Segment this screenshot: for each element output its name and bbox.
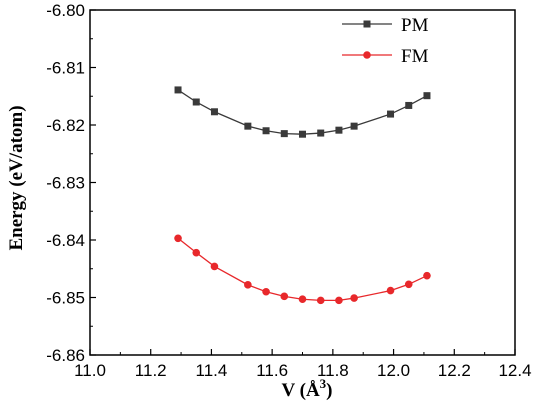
pm-data-point	[317, 129, 325, 137]
y-tick-label: -6.82	[46, 116, 85, 135]
pm-data-point	[405, 101, 413, 109]
pm-data-point	[280, 130, 288, 138]
pm-data-point	[192, 98, 200, 106]
x-tick-label: 11.8	[317, 361, 349, 380]
x-tick-label: 12.0	[377, 361, 410, 380]
fm-data-point	[350, 294, 358, 302]
fm-data-point	[192, 248, 201, 257]
pm-data-point	[174, 86, 182, 94]
y-tick-label: -6.85	[46, 289, 85, 308]
y-tick-label: -6.83	[46, 174, 85, 193]
fm-data-point	[386, 286, 395, 295]
fm-data-point	[316, 296, 325, 305]
fm-data-point	[298, 295, 307, 304]
fm-data-point	[335, 296, 343, 305]
x-tick-label: 12.4	[498, 361, 531, 380]
fm-data-point	[423, 271, 431, 280]
series-layer	[174, 86, 431, 305]
pm-data-point	[387, 110, 395, 118]
y-axis-ticks: -6.80 -6.81 -6.82 -6.83 -6.84 -6.85 -6.86	[46, 1, 96, 365]
y-tick-label: -6.86	[46, 346, 85, 365]
y-axis-title: Energy (eV/atom)	[6, 105, 27, 250]
pm-data-point	[262, 127, 270, 135]
x-tick-label: 11.6	[256, 361, 288, 380]
plot-border	[89, 9, 516, 356]
legend-fm-marker	[363, 51, 371, 59]
fm-data-point	[404, 280, 413, 289]
fm-data-point	[210, 262, 219, 271]
legend: PM FM	[342, 15, 429, 67]
pm-data-point	[244, 122, 252, 130]
x-tick-label: 11.0	[74, 361, 106, 380]
x-tick-label: 11.4	[196, 361, 228, 380]
legend-pm-label: PM	[401, 15, 429, 36]
legend-fm-label: FM	[401, 46, 429, 67]
fm-data-point	[280, 292, 289, 301]
pm-data-point	[210, 108, 218, 116]
x-tick-label: 12.2	[438, 361, 471, 380]
plot-frame	[89, 9, 516, 356]
pm-data-point	[350, 122, 358, 130]
fm-data-point	[174, 234, 182, 243]
pm-data-point	[423, 92, 431, 100]
y-tick-label: -6.80	[46, 1, 85, 20]
pm-data-point	[299, 130, 306, 138]
x-axis-title: V (Å3)	[281, 376, 332, 401]
y-tick-label: -6.84	[46, 231, 85, 250]
pm-data-point	[335, 126, 343, 134]
x-tick-label: 11.2	[135, 361, 167, 380]
fm-data-point	[244, 281, 252, 289]
legend-pm-marker	[363, 20, 371, 28]
y-tick-label: -6.81	[46, 59, 85, 78]
fm-data-point	[262, 287, 270, 296]
x-axis-ticks: 11.0 11.2 11.4 11.6 11.8 12.0 12.2 12.4	[74, 349, 532, 380]
